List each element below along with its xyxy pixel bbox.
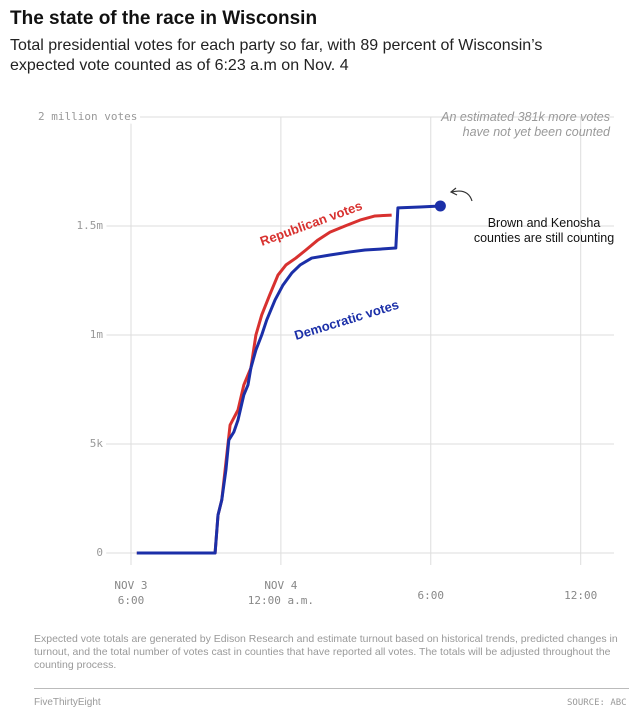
y-tick-label: 5k: [90, 437, 104, 450]
footer-rule: [34, 688, 629, 689]
x-tick-label: 12:00: [564, 589, 598, 602]
x-tick-label: NOV 3 6:00: [114, 579, 148, 607]
y-tick-label: 0: [96, 546, 103, 559]
credit: FiveThirtyEight: [34, 697, 101, 708]
x-tick-label: 6:00: [417, 589, 445, 602]
annotation: Brown and Kenosha counties are still cou…: [473, 216, 615, 245]
chart-subtitle: Total presidential votes for each party …: [10, 37, 543, 74]
series-line: [136, 213, 392, 555]
y-tick-label: 2 million votes: [38, 110, 137, 123]
source: SOURCE: ABC NEWS: [567, 698, 629, 708]
y-tick-label: 1m: [90, 328, 104, 341]
series-line: [136, 204, 441, 555]
grid: [106, 116, 614, 565]
arrow-head: [449, 187, 458, 196]
x-tick-label: NOV 4 12:00 a.m.: [247, 579, 314, 607]
end-dot: [434, 200, 446, 212]
footnote: Expected vote totals are generated by Ed…: [34, 633, 618, 671]
chart-title: The state of the race in Wisconsin: [10, 8, 318, 29]
annotation: An estimated 381k more votes have not ye…: [441, 110, 610, 139]
lines: [136, 200, 446, 555]
arrow: [451, 190, 473, 202]
series-label: Democratic votes: [292, 297, 400, 343]
y-tick-label: 1.5m: [77, 219, 104, 232]
